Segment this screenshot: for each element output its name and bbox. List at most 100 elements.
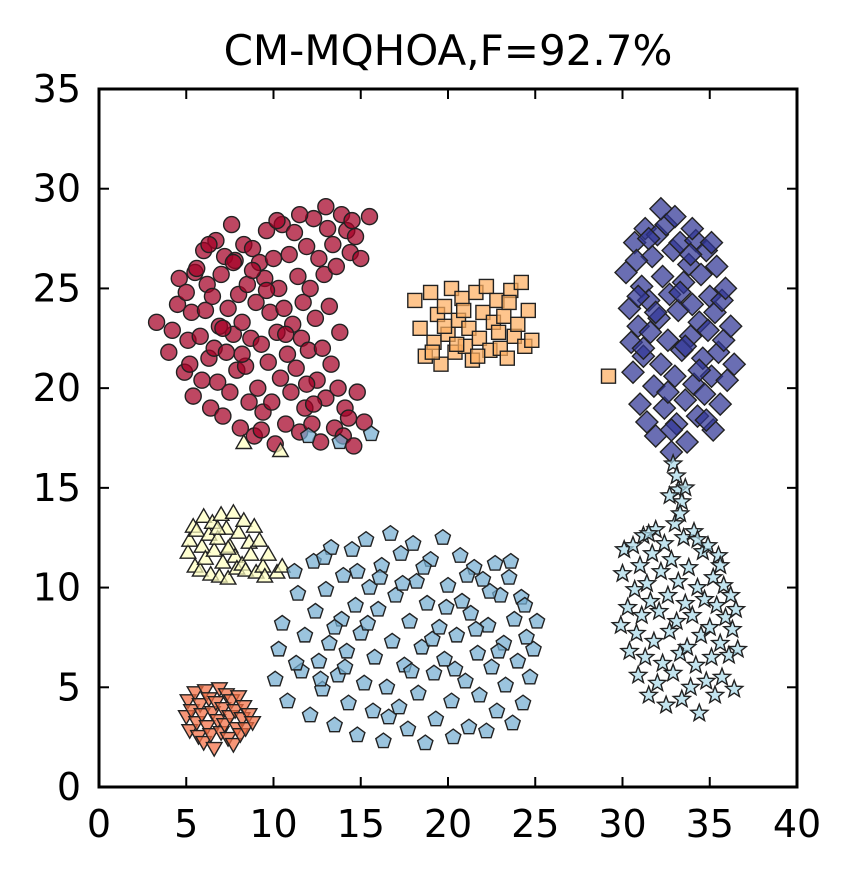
data-point-pentagon	[373, 556, 391, 573]
data-point-square	[600, 368, 617, 384]
data-point-circle	[233, 345, 251, 363]
y-tick-label: 5	[57, 665, 81, 709]
data-point-square	[449, 336, 465, 352]
data-point-pentagon	[509, 652, 527, 669]
data-point-star	[680, 676, 702, 697]
data-point-pentagon	[296, 626, 314, 643]
data-point-pentagon	[437, 598, 455, 615]
data-point-circle	[168, 295, 187, 314]
data-point-circle	[277, 415, 295, 433]
data-point-circle	[324, 235, 342, 254]
data-point-star	[667, 570, 689, 591]
data-point-pentagon	[299, 427, 317, 444]
y-tick-label: 25	[33, 266, 81, 310]
data-point-circle	[247, 293, 265, 312]
data-point-square	[433, 356, 449, 372]
x-tick-label: 30	[598, 802, 646, 846]
data-point-star	[727, 638, 749, 659]
data-point-pentagon	[270, 640, 288, 657]
data-point-star	[631, 604, 653, 625]
data-point-triangle-down	[240, 708, 259, 724]
data-point-pentagon	[430, 618, 448, 635]
data-point-triangle	[196, 549, 215, 565]
data-point-triangle-down	[191, 698, 210, 714]
data-point-diamond	[655, 328, 680, 353]
data-point-circle	[310, 249, 328, 268]
data-point-circle	[329, 379, 347, 397]
data-point-star	[674, 476, 696, 497]
x-tick-label: 0	[87, 802, 111, 846]
data-point-pentagon	[486, 554, 504, 571]
data-point-circle	[294, 293, 312, 312]
data-point-circle	[280, 245, 298, 264]
data-point-triangle	[187, 521, 206, 537]
data-point-pentagon	[497, 676, 515, 693]
data-point-diamond	[648, 352, 673, 377]
data-point-pentagon	[425, 664, 443, 681]
data-point-circle	[317, 197, 335, 216]
data-point-pentagon	[301, 706, 319, 723]
data-point-diamond	[675, 430, 700, 454]
data-point-circle	[163, 321, 181, 340]
data-point-circle	[217, 343, 236, 361]
data-point-triangle	[259, 545, 278, 561]
data-point-star	[721, 618, 743, 639]
data-point-triangle-down	[205, 741, 224, 758]
data-point-circle	[304, 395, 323, 413]
data-point-circle	[243, 261, 262, 280]
data-point-triangle	[241, 545, 260, 561]
data-point-pentagon	[514, 694, 532, 711]
x-tick-label: 35	[686, 802, 734, 846]
data-point-square	[499, 350, 515, 366]
data-point-pentagon	[359, 614, 377, 631]
data-point-triangle-down	[192, 708, 212, 724]
data-point-diamond	[628, 392, 652, 417]
data-point-pentagon	[504, 714, 522, 731]
data-point-pentagon	[416, 734, 434, 751]
data-point-pentagon	[392, 544, 410, 561]
data-point-diamond	[715, 368, 740, 393]
data-point-pentagon	[369, 600, 387, 617]
data-point-circle	[177, 283, 195, 302]
data-point-star	[657, 584, 679, 605]
data-point-pentagon	[439, 576, 457, 593]
data-point-pentagon	[285, 562, 303, 579]
data-point-diamond	[662, 204, 687, 229]
data-point-pentagon	[338, 642, 356, 659]
data-point-star	[694, 588, 715, 609]
data-point-pentagon	[518, 628, 535, 645]
data-point-pentagon	[273, 614, 291, 631]
points-layer	[147, 196, 749, 758]
data-point-star	[627, 664, 649, 685]
y-tick-label: 35	[33, 67, 81, 111]
data-point-triangle-down	[243, 716, 262, 732]
data-point-star	[660, 548, 682, 569]
data-point-pentagon	[340, 694, 357, 711]
data-point-pentagon	[343, 540, 361, 557]
data-point-square	[412, 320, 428, 336]
data-point-star	[725, 598, 747, 619]
data-point-square	[456, 302, 472, 319]
data-point-circle	[278, 345, 297, 363]
data-point-triangle	[224, 503, 243, 519]
data-point-pentagon	[436, 650, 453, 667]
data-point-star	[610, 614, 632, 635]
data-point-pentagon	[266, 670, 284, 687]
data-point-star	[641, 542, 663, 563]
data-point-pentagon	[470, 686, 488, 703]
data-point-pentagon	[402, 662, 420, 679]
data-point-circle	[252, 421, 270, 439]
data-point-pentagon	[357, 530, 375, 547]
x-tick-label: 15	[337, 802, 385, 846]
data-point-pentagon	[434, 528, 452, 545]
data-point-pentagon	[348, 726, 366, 743]
data-point-diamond	[673, 388, 698, 413]
data-point-circle	[201, 399, 220, 417]
data-point-circle	[322, 355, 340, 373]
data-point-circle	[231, 419, 250, 437]
data-point-star	[701, 646, 722, 667]
data-point-triangle	[271, 441, 290, 458]
data-point-pentagon	[320, 634, 338, 651]
data-point-diamond	[687, 358, 712, 383]
data-point-triangle	[234, 433, 253, 450]
